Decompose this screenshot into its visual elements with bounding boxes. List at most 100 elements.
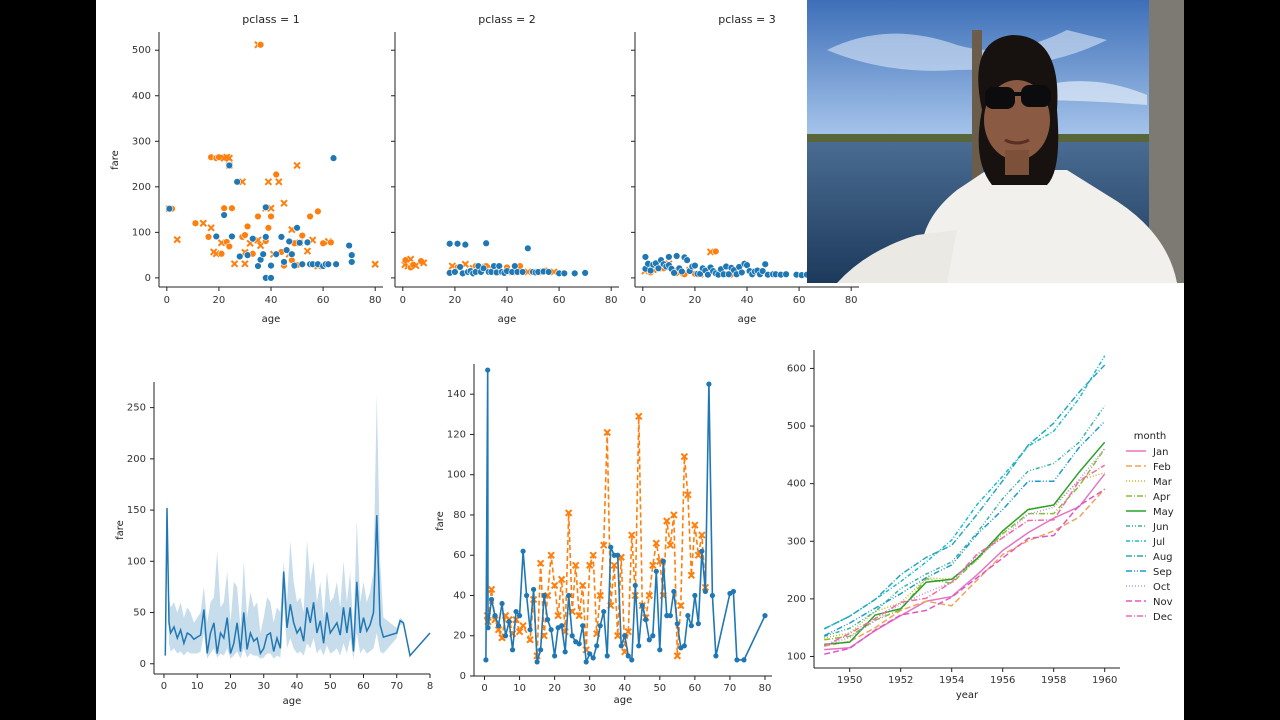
plot5-orange-point [487, 585, 496, 594]
facet-1-point [348, 258, 356, 266]
facet-3-title: pclass = 3 [718, 13, 776, 26]
facet-3-x-label: age [738, 314, 757, 325]
plot5-orange-point-b [673, 652, 682, 660]
facet-3-point [654, 264, 663, 273]
plot4-x-tick-label: 60 [357, 681, 370, 692]
plot5-orange-point [614, 632, 622, 640]
plot6-x-tick-label: 1956 [990, 675, 1015, 686]
plot5-blue-point [706, 381, 712, 387]
plot5-orange-point-b [582, 646, 590, 654]
plot5-blue-point [580, 623, 586, 629]
plot5-orange-point-b [600, 541, 608, 549]
facet-3-point [712, 247, 720, 256]
plot5-blue-point [527, 627, 533, 633]
facet-3-point [683, 256, 691, 264]
plot5-orange-point [652, 539, 661, 547]
plot5-blue-point [699, 548, 705, 554]
plot5-orange-point-b [515, 628, 524, 636]
plot6-x-tick-label: 1954 [939, 675, 964, 686]
facet-1-y-label: fare [110, 150, 121, 170]
facet-1-point [165, 204, 174, 213]
plot5-orange-point-b [578, 581, 587, 590]
plot5-orange-point-b [564, 509, 573, 517]
facet-1-point [199, 219, 207, 227]
facet-1-point [212, 250, 221, 258]
plot5-blue-point [685, 613, 691, 619]
plot5-orange-point-b [526, 636, 534, 644]
facet-1-point [288, 250, 296, 258]
plot6-legend-label: Jul [1152, 537, 1165, 548]
plot5-orange-point-b [547, 551, 555, 559]
plot4-x-tick-label: 50 [324, 681, 337, 692]
plot5-y-tick-label: 100 [447, 470, 466, 481]
facet-1-point-b [230, 260, 239, 268]
plot5-orange-point-b [575, 611, 583, 620]
facet-1-y-tick-label: 500 [132, 45, 151, 56]
plot5-blue-point [702, 588, 708, 595]
facet-1-point [264, 224, 273, 232]
plot5-blue-point [762, 613, 768, 619]
plot6-legend-title: month [1134, 431, 1166, 442]
facet-1-point [264, 178, 273, 186]
facet-1-point [220, 211, 228, 219]
plot5-blue-point [587, 651, 593, 657]
facet-2-point [560, 269, 569, 278]
plot5-blue-point [625, 653, 631, 659]
plot5-blue-point [692, 592, 698, 599]
facet-2-point-b [419, 259, 428, 267]
plot4-x-tick-label: 40 [291, 681, 304, 692]
plot4-x-label: age [283, 696, 302, 707]
plot6-legend-label: Dec [1153, 612, 1172, 623]
plot6-series-line-feb [824, 488, 1106, 647]
facet-1-point [236, 252, 244, 261]
facet-1-point-b [256, 241, 265, 250]
plot5-blue-point [502, 633, 509, 639]
plot5-blue-point [650, 633, 656, 639]
plot5-blue-point [552, 653, 558, 659]
plot5-orange-point [628, 531, 636, 539]
plot6-x-tick-label: 1960 [1092, 675, 1117, 686]
plot4-x-tick-label: 0 [161, 681, 167, 692]
plot5-orange-point [536, 559, 545, 567]
plot5-orange-series-line [486, 416, 707, 656]
plot4-x-tick-label: 30 [257, 681, 270, 692]
plot6-x-tick-label: 1950 [837, 675, 862, 686]
plot4-confidence-band [165, 394, 431, 660]
plot5-blue-point [601, 608, 607, 615]
plot5-y-tick-label: 140 [447, 389, 466, 400]
facet-2-point [482, 239, 490, 247]
facet-2-point-b [524, 268, 532, 276]
plot4-x-tick-label: 8 [427, 681, 433, 692]
plot6-y-tick-label: 400 [787, 479, 806, 490]
plot6-legend-label: Feb [1153, 462, 1171, 473]
plot5-orange-point [600, 541, 608, 549]
facet-1-point [282, 246, 291, 254]
facet-1-point-b [254, 236, 262, 244]
plot5-blue-point [509, 647, 516, 653]
plot5-blue-point [597, 623, 603, 629]
plot4-x-tick-label: 10 [191, 681, 204, 692]
plot5-blue-point [566, 592, 572, 599]
facet-1-point [298, 231, 306, 240]
facet-1-point-b [267, 204, 275, 212]
facet-1-point [267, 212, 275, 221]
facet-1-point [254, 262, 262, 270]
plot5-blue-point [660, 558, 666, 564]
facet-2-point [571, 269, 579, 278]
plot5-blue-point [667, 613, 673, 619]
plot5-orange-point [554, 611, 562, 620]
plot5-blue-point [538, 647, 544, 653]
plot6-legend-label: Jan [1152, 447, 1168, 458]
plot5-blue-point [681, 643, 687, 649]
facet-1-point [225, 154, 234, 162]
facet-1-point-b [280, 199, 288, 207]
plot6-series-line-jun [823, 405, 1106, 638]
facet-3-x-tick-label: 60 [793, 295, 806, 306]
facet-3-x-tick-label: 20 [689, 295, 702, 306]
plot5-blue-point [618, 643, 624, 649]
plot5-blue-point [604, 653, 610, 659]
facet-1-point [314, 207, 322, 216]
plot5-orange-point-b [687, 571, 696, 580]
plot5-blue-point [671, 588, 677, 595]
plot5-y-tick-label: 60 [453, 550, 466, 561]
